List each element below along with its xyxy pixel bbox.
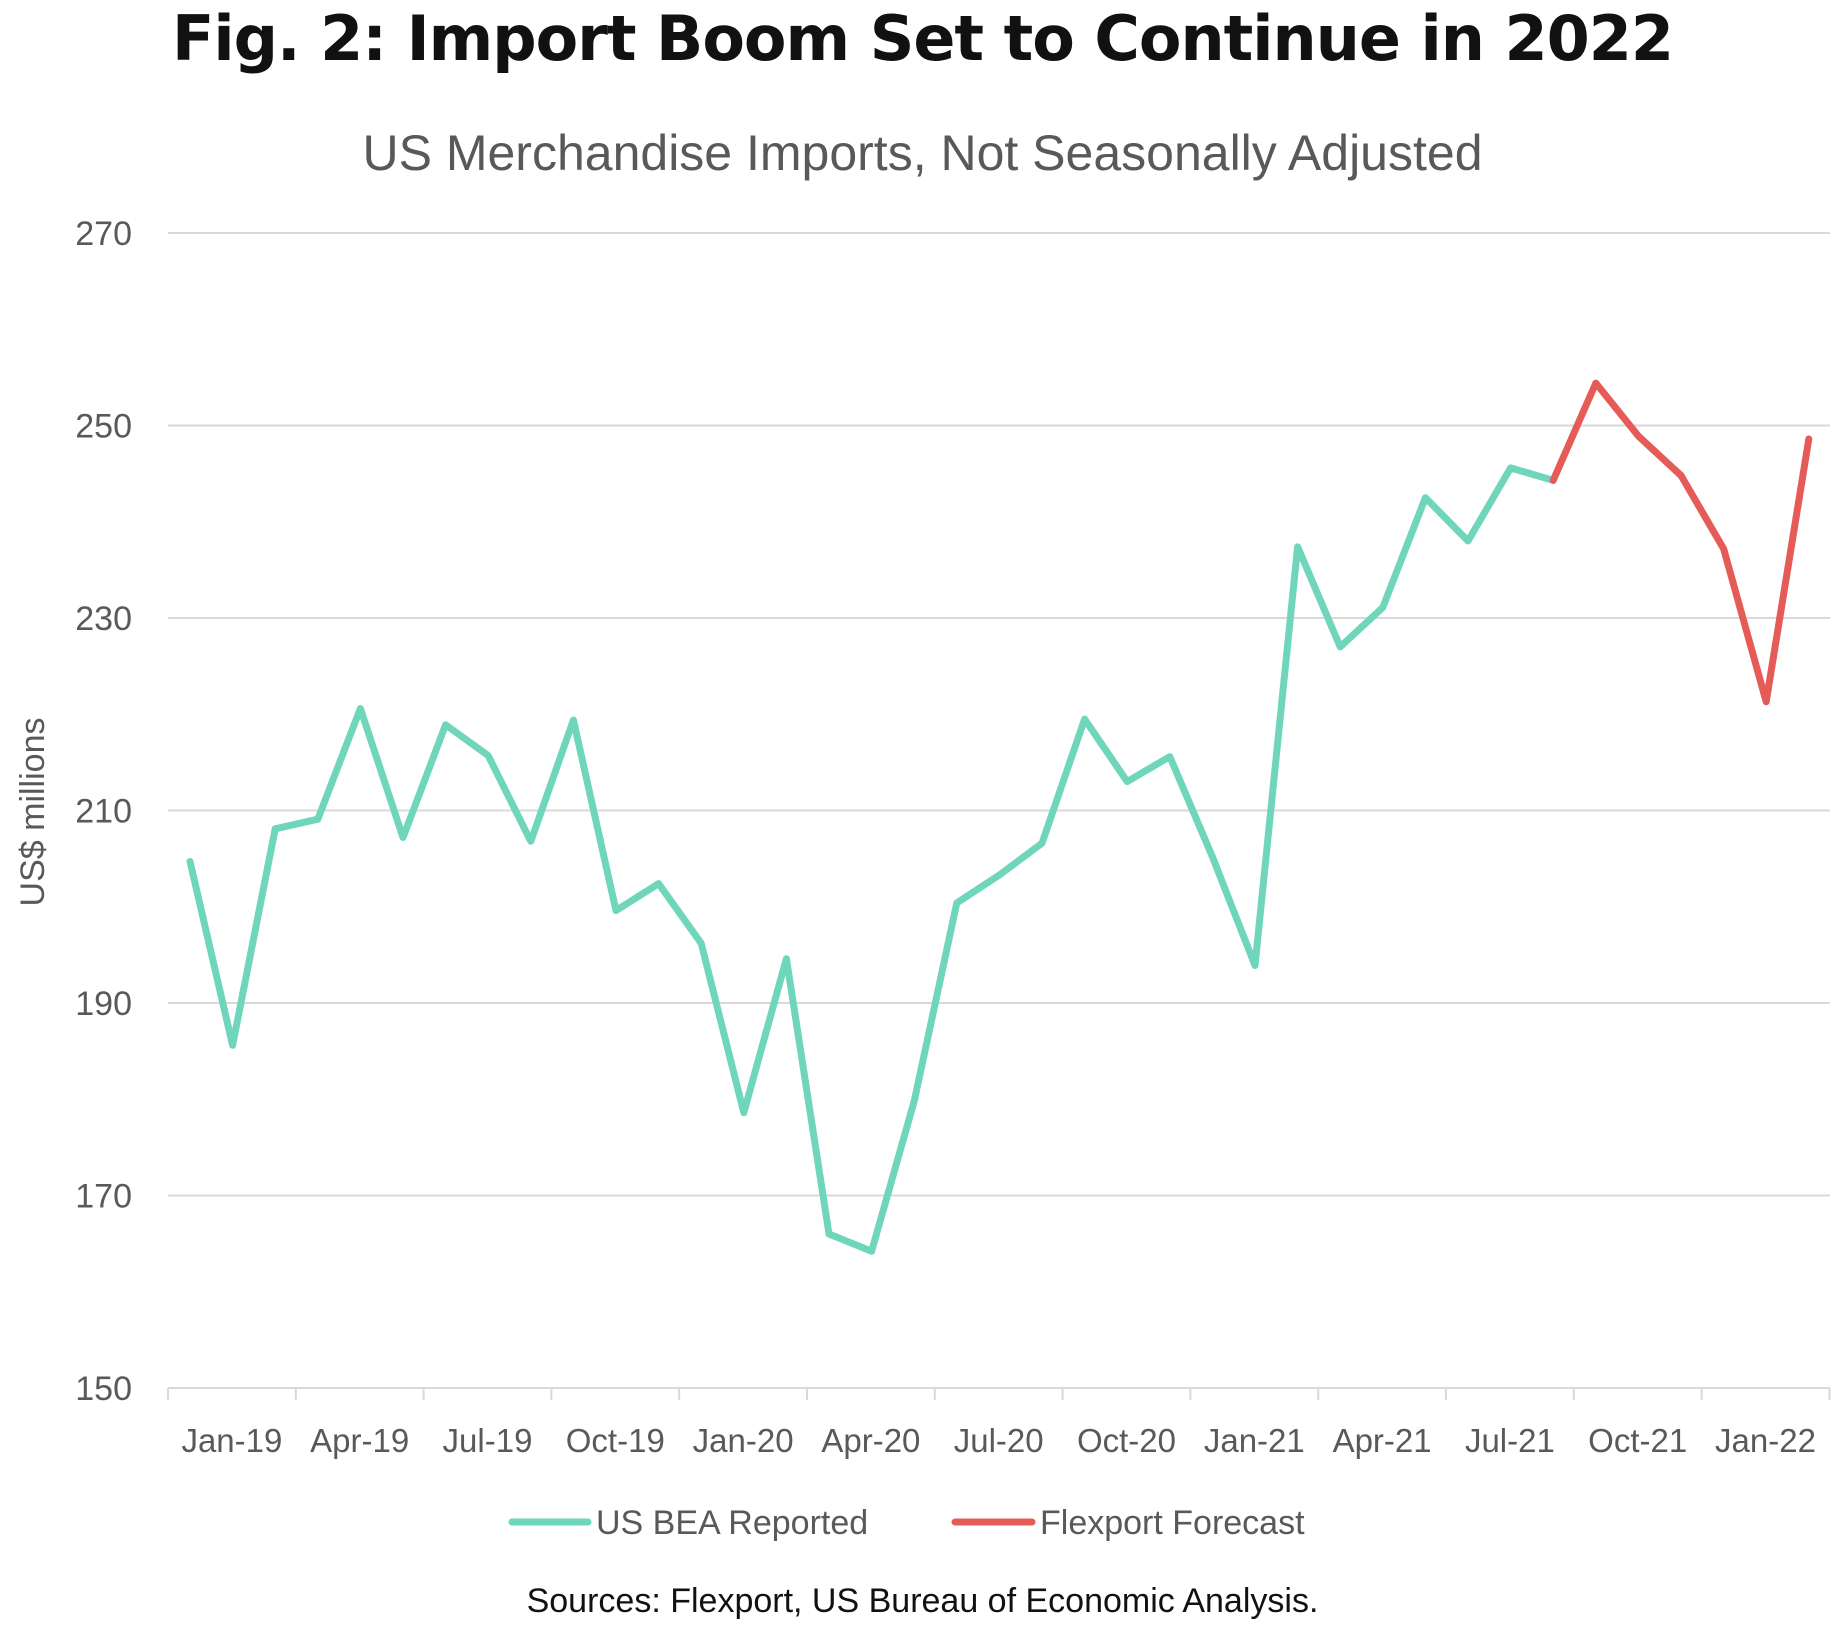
y-axis-tick-labels: 150 170 190 210 230 250 270 — [75, 215, 132, 1408]
y-tick-label: 250 — [75, 408, 132, 446]
y-tick-label: 230 — [75, 600, 132, 638]
y-tick-label: 170 — [75, 1178, 132, 1216]
series-line-flexport-forecast — [1549, 379, 1813, 706]
source-note: Sources: Flexport, US Bureau of Economic… — [526, 1582, 1319, 1620]
x-tick-label: Jan-20 — [693, 1422, 794, 1459]
x-tick-label: Jan-22 — [1715, 1422, 1816, 1459]
series-lines — [186, 379, 1813, 1255]
grid-lines — [168, 232, 1830, 1197]
x-axis-tick-labels: Jan-19 Apr-19 Jul-19 Oct-19 Jan-20 Apr-20 Jul-… — [181, 1422, 1816, 1459]
y-tick-label: 150 — [75, 1370, 132, 1408]
y-tick-label: 190 — [75, 985, 132, 1023]
legend-label-us-bea-reported: US BEA Reported — [596, 1504, 868, 1542]
x-tick-label: Oct-21 — [1588, 1422, 1687, 1459]
x-tick-label: Apr-19 — [310, 1422, 409, 1459]
x-tick-label: Oct-19 — [566, 1422, 665, 1459]
x-tick-label: Jul-21 — [1465, 1422, 1555, 1459]
legend: US BEA Reported Flexport Forecast — [508, 1504, 1305, 1542]
chart-title: Fig. 2: Import Boom Set to Continue in 2… — [171, 2, 1674, 75]
x-tick-label: Apr-21 — [1333, 1422, 1432, 1459]
chart-subtitle: US Merchandise Imports, Not Seasonally A… — [362, 125, 1483, 181]
x-tick-label: Jul-19 — [443, 1422, 533, 1459]
x-axis — [167, 1387, 1831, 1400]
y-axis-title: US$ millions — [14, 718, 52, 907]
series-line-us-bea-reported — [186, 464, 1557, 1255]
x-tick-label: Jan-21 — [1204, 1422, 1305, 1459]
y-tick-label: 210 — [75, 793, 132, 831]
x-tick-label: Jul-20 — [954, 1422, 1044, 1459]
x-tick-label: Jan-19 — [181, 1422, 282, 1459]
x-tick-label: Oct-20 — [1077, 1422, 1176, 1459]
y-tick-label: 270 — [75, 215, 132, 253]
legend-label-flexport-forecast: Flexport Forecast — [1040, 1504, 1305, 1542]
x-tick-label: Apr-20 — [821, 1422, 920, 1459]
